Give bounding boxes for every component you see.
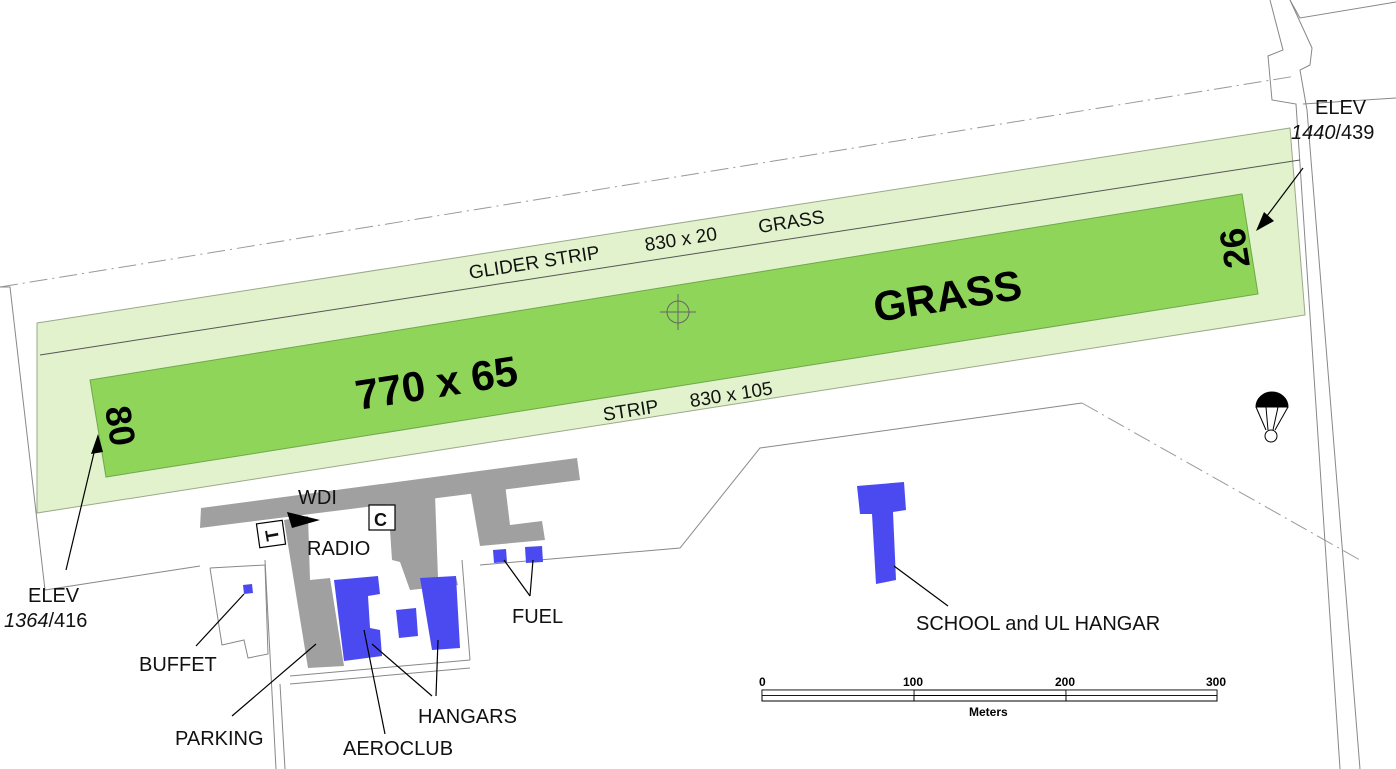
- scale-tick-200: 200: [1055, 675, 1075, 689]
- aeroclub-label: AEROCLUB: [343, 738, 453, 760]
- aerodrome-reference-point-icon: [660, 294, 696, 330]
- elev-west-meters: /416: [49, 610, 88, 632]
- elev-east-meters: /439: [1336, 122, 1375, 144]
- elev-east-label: ELEV: [1315, 97, 1367, 119]
- apron: [200, 458, 580, 668]
- school-label: SCHOOL and UL HANGAR: [916, 613, 1160, 635]
- parachute-icon: [1255, 391, 1289, 443]
- elev-east-feet: 1440: [1291, 122, 1336, 144]
- wind-direction-indicator-icon: [287, 512, 320, 528]
- hangar-large: [420, 576, 460, 650]
- fuel-station-2: [525, 546, 543, 563]
- elevation-east: ELEV 1440/439: [1291, 97, 1374, 144]
- hangar-small: [396, 608, 418, 638]
- fuel-station-1: [493, 549, 507, 563]
- parking-label: PARKING: [175, 728, 264, 750]
- buffet-label: BUFFET: [139, 654, 217, 676]
- radio-label: RADIO: [307, 538, 370, 560]
- hangars-label: HANGARS: [418, 706, 517, 728]
- elev-west-feet: 1364: [4, 610, 49, 632]
- buffet-building: [243, 584, 253, 594]
- wdi-label: WDI: [298, 487, 337, 509]
- scale-tick-100: 100: [903, 675, 923, 689]
- scale-unit: Meters: [969, 705, 1008, 719]
- buildings: [243, 482, 906, 661]
- threshold-west: 80: [97, 403, 144, 449]
- scale-tick-0: 0: [759, 675, 766, 689]
- elev-west-value: 1364/416: [4, 610, 87, 632]
- glider-strip-edge: [39, 159, 1301, 356]
- sign-t-text: T: [261, 528, 283, 542]
- elevation-west: ELEV 1364/416: [4, 585, 87, 632]
- scale-bar: 0 100 200 300 Meters: [759, 675, 1226, 719]
- leader-lines: [65, 167, 1304, 735]
- aeroclub-building: [334, 576, 382, 661]
- threshold-east: 26: [1211, 225, 1258, 271]
- scale-tick-300: 300: [1206, 675, 1226, 689]
- elev-east-value: 1440/439: [1291, 122, 1374, 144]
- signal-square-c: C: [368, 504, 396, 531]
- elev-west-label: ELEV: [28, 585, 80, 607]
- signal-square-t: T: [255, 519, 287, 549]
- school-ul-hangar: [857, 482, 906, 584]
- fuel-label: FUEL: [512, 606, 563, 628]
- sign-c-text: C: [374, 510, 387, 530]
